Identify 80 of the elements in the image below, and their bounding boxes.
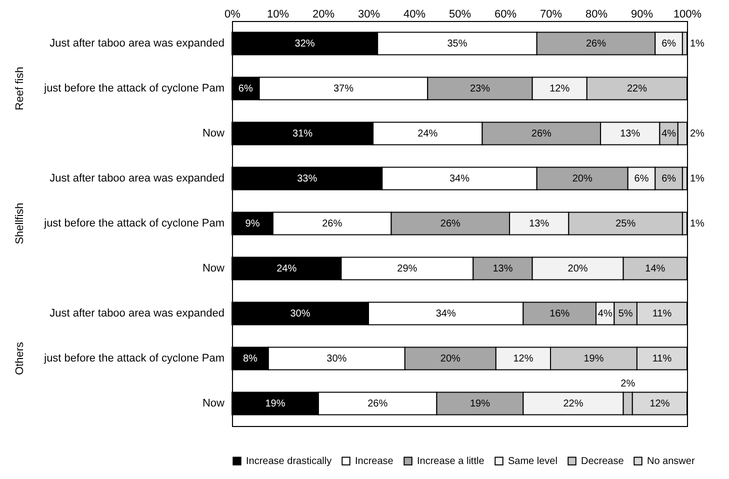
x-tick-label: 10% xyxy=(266,8,290,20)
data-label: 1% xyxy=(690,218,705,230)
y-tick-label: Now xyxy=(202,128,225,140)
data-label: 13% xyxy=(529,218,550,230)
data-label: 13% xyxy=(620,128,640,140)
y-tick-label: Just after taboo area was expanded xyxy=(50,172,224,184)
data-label: 25% xyxy=(616,218,636,230)
x-tick-label: 80% xyxy=(585,8,608,20)
data-label: 30% xyxy=(326,354,347,364)
data-label: 12% xyxy=(550,84,570,94)
text: Others xyxy=(14,341,26,376)
data-label: 1% xyxy=(690,174,705,184)
data-label: 5% xyxy=(618,308,633,320)
data-label: 20% xyxy=(440,354,461,364)
data-label: 34% xyxy=(449,174,470,184)
data-label: 11% xyxy=(652,354,672,364)
data-label: 26% xyxy=(368,398,388,410)
x-tick-label: 30% xyxy=(358,8,380,20)
y-tick-label: just before the attack of cyclone Pam xyxy=(43,82,224,94)
data-label: 13% xyxy=(492,264,513,274)
data-label: 12% xyxy=(513,354,534,364)
legend-label: Increase a little xyxy=(417,456,485,468)
data-label: 33% xyxy=(297,174,318,184)
data-label: 26% xyxy=(531,128,552,140)
text: Shellfish xyxy=(14,202,26,244)
x-tick-label: 20% xyxy=(312,8,335,20)
data-label: 2% xyxy=(620,378,636,390)
data-label: 19% xyxy=(584,354,604,364)
y-tick-label: just before the attack of cyclone Pam xyxy=(43,218,224,230)
data-label: 12% xyxy=(650,398,670,410)
data-label: 6% xyxy=(662,38,676,50)
text: Reef fish xyxy=(14,66,26,110)
data-label: 26% xyxy=(586,38,606,50)
data-label: 20% xyxy=(568,264,588,274)
data-label: 16% xyxy=(550,308,570,320)
y-tick-label: Now xyxy=(202,398,225,410)
data-label: 30% xyxy=(290,308,310,320)
data-label: 20% xyxy=(572,174,592,184)
y-tick-label: Just after taboo area was expanded xyxy=(50,38,224,50)
data-label: 32% xyxy=(294,38,315,50)
x-tick-label: 60% xyxy=(494,8,517,20)
legend-label: Same level xyxy=(508,456,558,468)
data-label: 23% xyxy=(470,84,490,94)
data-label: 34% xyxy=(436,308,456,320)
x-tick-label: 40% xyxy=(403,8,426,20)
data-label: 4% xyxy=(662,128,676,140)
data-label: 2% xyxy=(690,128,705,140)
data-label: 4% xyxy=(598,308,612,320)
y-tick-label: Now xyxy=(202,262,225,274)
data-label: 6% xyxy=(238,84,253,94)
legend-label: Increase drastically xyxy=(246,456,332,468)
data-label: 19% xyxy=(265,398,286,410)
x-tick-label: 90% xyxy=(630,8,654,20)
data-label: 6% xyxy=(662,174,676,184)
data-label: 35% xyxy=(447,38,468,50)
data-label: 37% xyxy=(333,84,354,94)
data-label: 9% xyxy=(245,218,260,230)
data-label: 31% xyxy=(292,128,313,140)
x-tick-label: 0% xyxy=(224,8,241,20)
y-tick-label: just before the attack of cyclone Pam xyxy=(43,352,224,364)
data-label: 8% xyxy=(242,354,258,364)
data-label: 22% xyxy=(626,84,648,94)
data-label: 14% xyxy=(645,264,666,274)
data-label: 26% xyxy=(440,218,461,230)
y-tick-label: Just after taboo area was expanded xyxy=(50,308,224,320)
data-label: 11% xyxy=(652,308,672,320)
data-label: 26% xyxy=(322,218,342,230)
legend-label: No answer xyxy=(647,456,696,468)
data-label: 19% xyxy=(470,398,490,410)
legend-label: Decrease xyxy=(581,456,624,468)
data-label: 24% xyxy=(418,128,438,140)
data-label: 6% xyxy=(634,174,649,184)
x-tick-label: 70% xyxy=(540,8,562,20)
x-tick-label: 50% xyxy=(448,8,472,20)
data-label: 1% xyxy=(690,38,705,50)
x-tick-label: 100% xyxy=(673,8,702,20)
data-label: 22% xyxy=(563,398,584,410)
data-label: 24% xyxy=(276,264,297,274)
legend-label: Increase xyxy=(355,456,394,468)
data-label: 29% xyxy=(397,264,418,274)
